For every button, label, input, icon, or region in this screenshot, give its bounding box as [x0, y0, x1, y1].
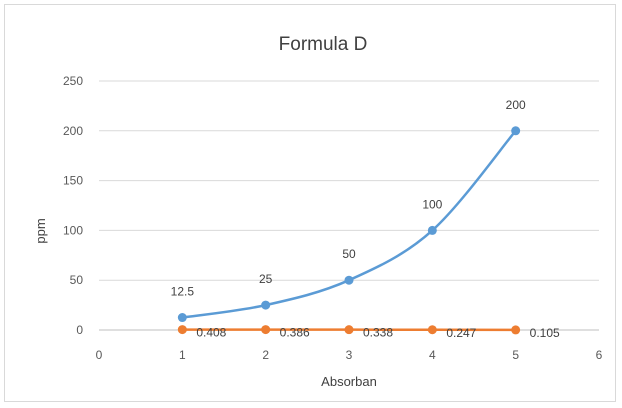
y-tick-label: 100 [63, 223, 83, 237]
series-2-point [261, 325, 271, 335]
series-1-data-label: 200 [506, 98, 526, 112]
series-1-point [261, 300, 271, 310]
y-tick-label: 250 [63, 74, 83, 88]
x-tick-label: 6 [596, 348, 603, 362]
series-2-data-label: 0.338 [363, 326, 393, 340]
series-2-point [344, 325, 354, 335]
series-layer [177, 126, 521, 335]
axis-layer: 0 50 100 150 200 250 0 1 2 3 4 5 6 [63, 74, 603, 362]
series-1-data-label: 25 [259, 272, 273, 286]
series-1-point [511, 126, 521, 136]
chart-svg: 0 50 100 150 200 250 0 1 2 3 4 5 6 12.5 25 50 100 200 0.4… [33, 34, 603, 389]
y-tick-label: 50 [70, 273, 84, 287]
x-axis-title: Absorban [321, 374, 377, 389]
x-tick-label: 4 [429, 348, 436, 362]
series-2-point [511, 325, 521, 335]
series-1-data-label: 100 [422, 197, 442, 211]
x-tick-label: 5 [512, 348, 519, 362]
series-2-point [177, 325, 187, 335]
series-2-data-label: 0.105 [530, 326, 560, 340]
series-2-data-label: 0.386 [280, 326, 310, 340]
y-tick-label: 0 [76, 323, 83, 337]
y-tick-label: 200 [63, 124, 83, 138]
label-layer: 12.5 25 50 100 200 0.408 0.386 0.338 0.247 0.105 [171, 98, 560, 340]
chart-area: 0 50 100 150 200 250 0 1 2 3 4 5 6 12.5 25 50 100 200 0.4… [4, 4, 616, 402]
x-tick-label: 1 [179, 348, 186, 362]
series-1-point [177, 313, 187, 323]
series-1-data-label: 12.5 [171, 285, 195, 299]
series-2-data-label: 0.408 [196, 326, 226, 340]
x-tick-label: 2 [262, 348, 269, 362]
series-1-point [344, 275, 354, 285]
series-1-data-label: 50 [342, 247, 356, 261]
chart-title: Formula D [279, 34, 368, 55]
x-tick-label: 3 [346, 348, 353, 362]
x-tick-label: 0 [96, 348, 103, 362]
y-tick-label: 150 [63, 174, 83, 188]
y-axis-title: ppm [33, 218, 48, 243]
series-2-data-label: 0.247 [446, 326, 476, 340]
series-1-line [181, 129, 517, 319]
series-1-point [427, 225, 437, 235]
series-2-point [427, 325, 437, 335]
